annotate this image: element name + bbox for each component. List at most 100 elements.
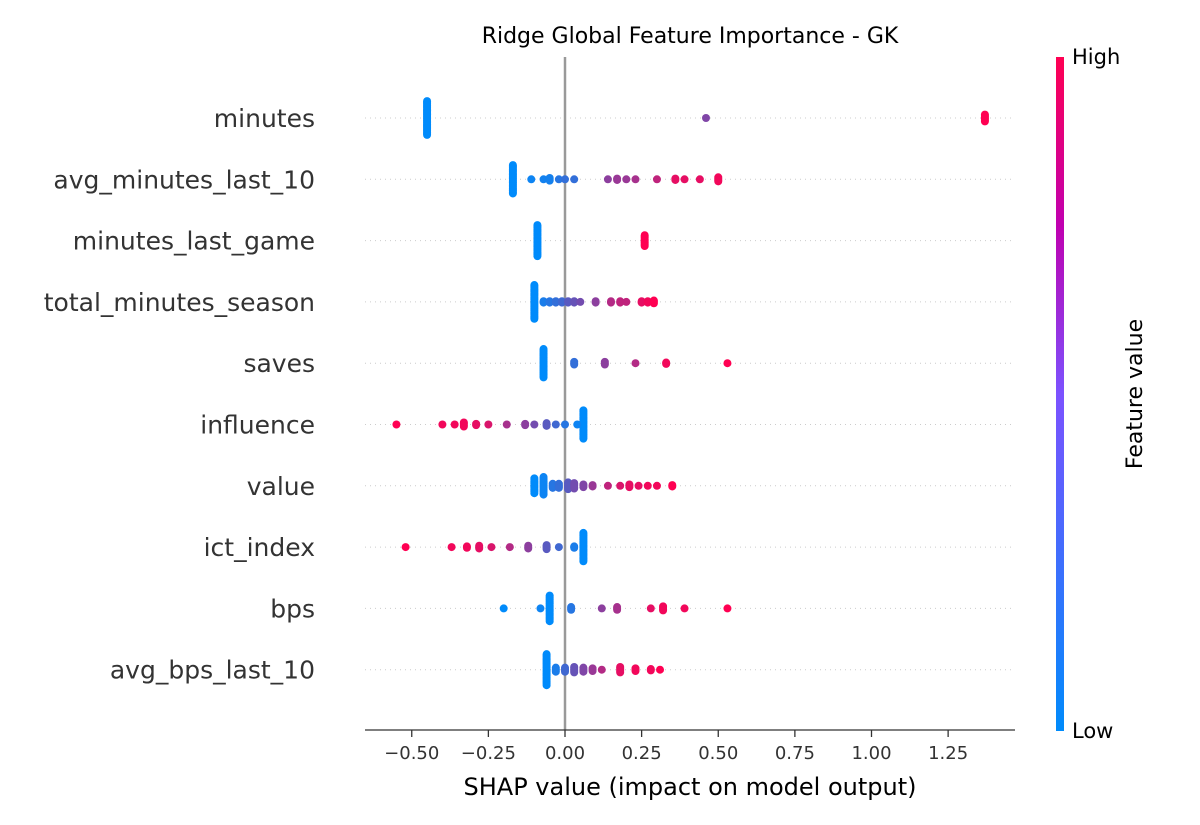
shap-point-dot xyxy=(530,420,539,429)
shap-point-dot xyxy=(462,543,471,552)
shap-point xyxy=(701,114,710,122)
shap-point-dot xyxy=(597,665,606,674)
shap-point xyxy=(554,479,563,492)
shap-point xyxy=(656,665,665,674)
shap-point xyxy=(564,478,573,494)
shap-point-dot xyxy=(701,114,710,122)
shap-point-dot xyxy=(606,298,615,307)
shap-point-dot xyxy=(551,420,560,429)
shap-point xyxy=(588,481,597,491)
x-tick-label: 0.75 xyxy=(775,743,815,764)
shap-point xyxy=(723,604,732,613)
shap-point xyxy=(554,543,563,552)
shap-point-dot xyxy=(570,360,579,369)
shap-point-dot xyxy=(579,434,588,443)
shap-point-dot xyxy=(570,668,579,677)
shap-point-dot xyxy=(530,489,539,498)
colorbar xyxy=(1056,57,1064,731)
shap-point-dot xyxy=(450,420,459,429)
shap-point-dot xyxy=(625,483,634,492)
x-tick-label: 1.00 xyxy=(851,743,891,764)
x-tick-label: 0.25 xyxy=(622,743,662,764)
feature-label: minutes xyxy=(214,104,315,133)
shap-point xyxy=(570,542,579,552)
shap-point-dot xyxy=(438,420,447,429)
colorbar-low-label: Low xyxy=(1072,719,1113,743)
shap-point xyxy=(536,604,545,613)
shap-point xyxy=(530,420,539,429)
shap-point-dot xyxy=(714,177,723,186)
shap-point-dot xyxy=(502,420,511,429)
shap-point xyxy=(646,604,655,613)
shap-point xyxy=(530,474,539,498)
shap-point xyxy=(616,297,625,307)
shap-point xyxy=(652,481,661,490)
x-tick-label: −0.50 xyxy=(384,743,439,764)
shap-point xyxy=(554,175,563,184)
shap-points xyxy=(392,97,989,690)
shap-point-dot xyxy=(668,482,677,491)
shap-point-dot xyxy=(447,543,456,552)
feature-label: influence xyxy=(200,411,315,440)
shap-point xyxy=(637,297,646,307)
shap-point-dot xyxy=(579,557,588,566)
shap-point xyxy=(643,297,652,307)
shap-point-dot xyxy=(539,490,548,499)
feature-label: saves xyxy=(243,349,315,378)
x-ticks: −0.50 −0.25 0.00 0.25 0.50 0.75 1.00 1.25 xyxy=(384,730,968,764)
shap-point xyxy=(447,543,456,552)
shap-point-dot xyxy=(723,359,732,368)
shap-point-dot xyxy=(662,359,671,368)
shap-point-dot xyxy=(539,373,548,382)
shap-point-dot xyxy=(588,482,597,491)
shap-point xyxy=(502,420,511,429)
shap-point-dot xyxy=(652,481,661,490)
shap-point xyxy=(597,665,606,674)
shap-point-dot xyxy=(600,360,609,369)
shap-point xyxy=(508,161,517,198)
shap-point-dot xyxy=(508,189,517,198)
shap-point-dot xyxy=(542,421,551,430)
shap-point xyxy=(631,359,640,368)
shap-point-dot xyxy=(423,130,432,139)
x-tick-label: 0.50 xyxy=(698,743,738,764)
shap-point-dot xyxy=(646,604,655,613)
shap-point xyxy=(527,175,536,184)
shap-point-dot xyxy=(505,543,514,552)
shap-point xyxy=(723,359,732,368)
row-gridlines xyxy=(365,117,1015,671)
shap-point-dot xyxy=(634,481,643,490)
shap-point xyxy=(591,297,600,307)
shap-point xyxy=(499,604,508,613)
shap-point-dot xyxy=(539,175,548,184)
shap-point-dot xyxy=(579,667,588,676)
shap-point xyxy=(680,604,689,613)
shap-point-dot xyxy=(533,252,542,261)
shap-point-dot xyxy=(561,667,569,676)
shap-point xyxy=(603,481,612,490)
shap-point xyxy=(671,174,680,184)
shap-point xyxy=(567,603,576,614)
shap-point xyxy=(545,297,554,307)
x-tick-label: 0.00 xyxy=(545,743,585,764)
shap-point xyxy=(401,543,410,552)
shap-point xyxy=(539,297,548,307)
shap-point-dot xyxy=(695,175,704,184)
shap-point-dot xyxy=(603,175,612,184)
shap-point xyxy=(579,663,588,676)
shap-point xyxy=(643,481,652,490)
shap-point-dot xyxy=(392,420,401,429)
shap-point-dot xyxy=(542,681,551,690)
shap-point-dot xyxy=(643,298,652,307)
shap-point xyxy=(616,663,625,677)
shap-point xyxy=(561,420,569,429)
feature-label: bps xyxy=(270,594,315,623)
shap-point xyxy=(524,541,533,553)
shap-point xyxy=(570,479,579,493)
shap-point-dot xyxy=(616,668,625,677)
shap-point xyxy=(613,603,622,614)
shap-point xyxy=(542,419,551,430)
x-tick-label: −0.25 xyxy=(461,743,516,764)
shap-point xyxy=(570,357,579,369)
shap-point xyxy=(484,420,493,429)
